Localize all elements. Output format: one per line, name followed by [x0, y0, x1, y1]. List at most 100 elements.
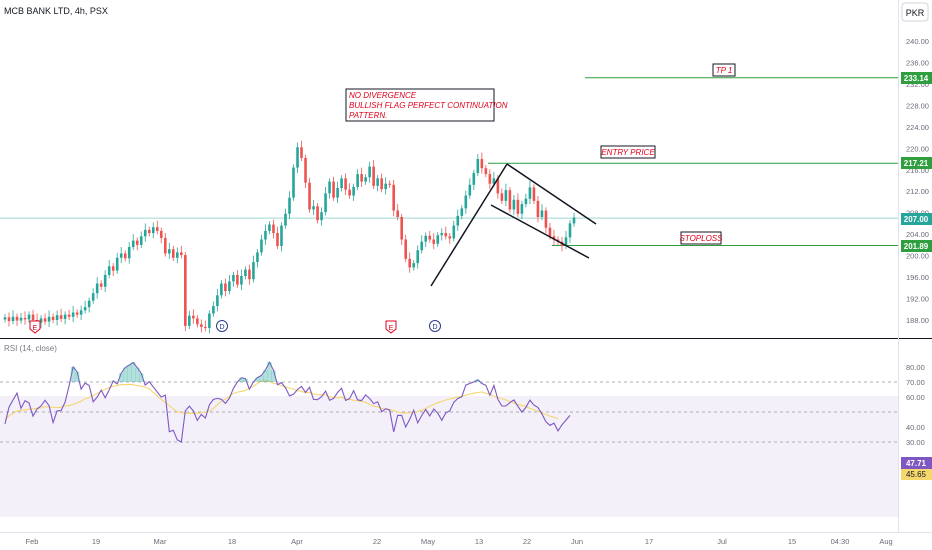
candle: [296, 142, 299, 173]
candle-body: [468, 184, 472, 196]
candle-body: [288, 197, 291, 214]
dividend-marker[interactable]: D: [216, 320, 228, 332]
price-tick: 232.00: [906, 80, 929, 89]
candle: [348, 183, 351, 199]
candle-body: [123, 253, 127, 259]
candle-body: [188, 315, 191, 326]
currency-badge[interactable]: PKR: [906, 8, 925, 18]
candle-body: [248, 269, 251, 280]
candle: [75, 309, 79, 318]
candle: [388, 180, 391, 189]
candle: [320, 207, 323, 226]
candle-body: [212, 306, 215, 314]
candle-body: [216, 295, 219, 307]
tp-label-box[interactable]: [712, 63, 736, 77]
candle: [87, 297, 91, 313]
rsi-band: [0, 396, 898, 517]
time-tick: Apr: [291, 537, 303, 546]
candle-body: [420, 241, 424, 251]
candle-body: [224, 283, 227, 292]
svg-text:D: D: [432, 324, 437, 331]
candle: [236, 270, 239, 288]
candle-body: [300, 147, 303, 158]
time-tick: 22: [523, 537, 531, 546]
candle: [288, 191, 291, 220]
candle: [159, 227, 163, 244]
candle: [151, 222, 155, 239]
candle: [568, 220, 572, 243]
candle: [71, 306, 75, 323]
candle: [328, 178, 331, 199]
candle: [480, 152, 484, 174]
tp-label: TP 1: [716, 66, 733, 75]
current-price-badge: 207.00: [904, 215, 929, 224]
candle: [516, 193, 520, 217]
candle: [372, 160, 375, 190]
candle: [404, 234, 408, 263]
candle: [436, 232, 440, 248]
candle-body: [264, 230, 267, 240]
rsi-tick: 80.00: [906, 363, 925, 372]
candle-body: [524, 198, 528, 205]
symbol-title[interactable]: MCB BANK LTD, 4h, PSX: [4, 6, 108, 16]
candle-body: [155, 227, 159, 231]
candle-body: [396, 210, 399, 217]
rsi-ma-badge: 45.65: [906, 470, 927, 479]
currency-badge-box[interactable]: [901, 2, 929, 22]
time-tick: Jun: [571, 537, 583, 546]
candle: [284, 208, 287, 229]
candle-body: [496, 178, 500, 194]
flag-lower-trendline[interactable]: [490, 204, 590, 259]
candle-body: [47, 316, 51, 322]
candle-body: [472, 172, 476, 185]
dividend-marker[interactable]: D: [429, 320, 441, 332]
candle-body: [111, 266, 115, 271]
drawings-layer[interactable]: [430, 163, 597, 287]
earnings-marker[interactable]: E: [385, 320, 397, 334]
note-box[interactable]: [345, 88, 495, 122]
candle: [107, 259, 111, 279]
rsi-tick: 30.00: [906, 438, 925, 447]
candle: [476, 154, 480, 177]
candle-body: [536, 200, 540, 217]
candle: [340, 175, 343, 192]
candle: [468, 178, 472, 199]
time-tick: 18: [228, 537, 236, 546]
candle: [552, 229, 556, 245]
candle: [103, 270, 107, 293]
candle-body: [388, 183, 391, 185]
candle-body: [488, 174, 492, 184]
candle-body: [436, 235, 440, 244]
flagpole-trendline[interactable]: [430, 163, 508, 287]
candle: [520, 200, 524, 220]
earnings-marker[interactable]: E: [29, 320, 41, 334]
candle-body: [43, 318, 47, 322]
stoploss-label-box[interactable]: [680, 231, 722, 245]
candle: [424, 232, 428, 248]
candle-body: [75, 312, 79, 315]
candle: [420, 235, 424, 254]
candle: [212, 301, 215, 317]
entry-label-box[interactable]: [600, 145, 656, 159]
candle: [232, 271, 235, 287]
candle: [91, 288, 95, 304]
candle-body: [400, 216, 403, 240]
price-tick: 224.00: [906, 123, 929, 132]
candle: [147, 226, 151, 237]
candle-body: [51, 316, 55, 320]
stoploss-label: STOPLOSS: [680, 234, 724, 243]
candle: [392, 179, 395, 216]
candle-body: [568, 223, 572, 238]
candle-body: [296, 147, 299, 168]
rsi-title[interactable]: RSI (14, close): [4, 344, 57, 353]
flag-upper-trendline[interactable]: [506, 163, 597, 225]
candle: [272, 219, 275, 239]
time-tick: 15: [788, 537, 796, 546]
candle: [99, 280, 103, 290]
candle: [244, 266, 247, 280]
candle: [344, 173, 347, 195]
candle-body: [79, 310, 83, 315]
candle: [55, 310, 59, 326]
candle-body: [59, 315, 63, 319]
